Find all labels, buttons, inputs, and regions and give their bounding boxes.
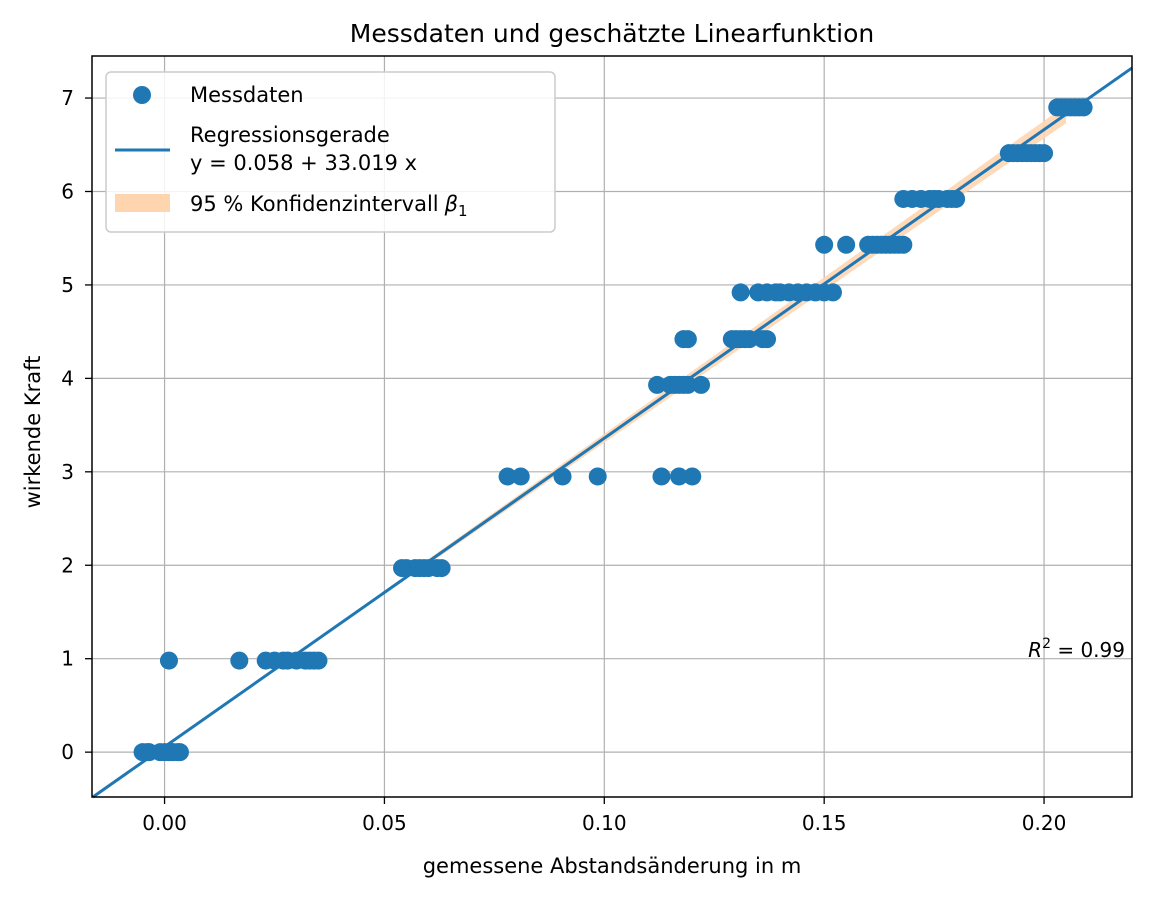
legend-marker-band — [115, 194, 170, 212]
data-point — [678, 330, 697, 349]
legend-band-text: 95 % Konfidenzintervall — [190, 192, 439, 216]
data-point — [159, 651, 178, 670]
y-tick-label: 7 — [61, 86, 74, 110]
regression-line-layer — [92, 66, 1133, 799]
legend-box — [105, 71, 556, 233]
data-point — [309, 651, 328, 670]
data-point — [652, 467, 671, 486]
data-point — [1035, 144, 1054, 163]
data-point — [678, 375, 697, 394]
data-point — [498, 467, 517, 486]
data-point — [511, 467, 530, 486]
x-tick-label: 0.20 — [1022, 811, 1067, 835]
chart-title: Messdaten und geschätzte Linearfunktion — [350, 19, 874, 48]
data-point — [692, 375, 711, 394]
axis-ticks: 0.00 0.05 0.10 0.15 0.20 0 1 2 3 4 5 6 7 — [61, 86, 1066, 835]
y-tick-label: 5 — [61, 273, 74, 297]
x-tick-label: 0.15 — [802, 811, 847, 835]
data-point — [588, 467, 607, 486]
legend-marker-points — [133, 86, 151, 104]
legend-label-regression-1: Regressionsgerade — [190, 123, 390, 147]
data-point — [731, 283, 750, 302]
data-point — [648, 375, 667, 394]
y-tick-label: 6 — [61, 179, 74, 203]
r-squared-annotation: R2 = 0.99 — [1028, 636, 1125, 662]
data-point — [230, 651, 249, 670]
r-squared-value: = 0.99 — [1051, 638, 1125, 662]
data-point — [683, 467, 702, 486]
legend-label-regression-2: y = 0.058 + 33.019 x — [190, 151, 417, 175]
legend-label-band: 95 % Konfidenzintervall β1 — [190, 192, 468, 220]
data-point — [823, 283, 842, 302]
r-squared-r: R — [1028, 638, 1042, 662]
data-point — [432, 559, 451, 578]
legend: Messdaten Regressionsgerade y = 0.058 + … — [105, 71, 556, 233]
regression-line — [92, 66, 1133, 799]
x-tick-label: 0.00 — [142, 811, 187, 835]
data-point — [1074, 98, 1093, 117]
x-tick-label: 0.05 — [362, 811, 407, 835]
r-squared-sup: 2 — [1042, 636, 1051, 652]
y-tick-label: 3 — [61, 460, 74, 484]
y-tick-label: 4 — [61, 366, 74, 390]
y-tick-label: 1 — [61, 647, 74, 671]
data-point — [670, 467, 689, 486]
legend-band-beta: β — [444, 192, 458, 216]
data-point — [162, 743, 181, 762]
x-tick-label: 0.10 — [582, 811, 627, 835]
data-point — [815, 235, 834, 254]
legend-band-sub: 1 — [458, 202, 468, 220]
data-point — [894, 235, 913, 254]
x-axis-label: gemessene Abstandsänderung in m — [423, 854, 802, 878]
data-point — [837, 235, 856, 254]
plot-frame — [91, 55, 1133, 798]
y-tick-label: 0 — [61, 740, 74, 764]
data-point — [758, 330, 777, 349]
y-tick-label: 2 — [61, 553, 74, 577]
legend-label-points: Messdaten — [190, 83, 304, 107]
y-axis-label: wirkende Kraft — [21, 356, 45, 509]
